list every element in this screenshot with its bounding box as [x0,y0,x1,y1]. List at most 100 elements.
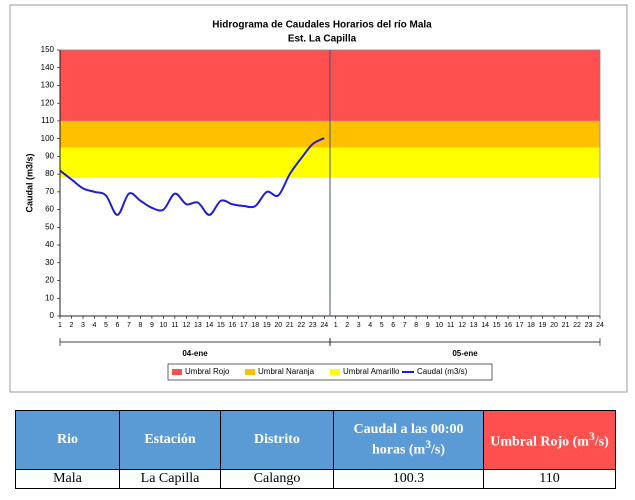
x-tick-label: 21 [286,322,294,329]
x-tick-label: 24 [320,322,328,329]
x-tick-label: 22 [573,322,581,329]
x-tick-label: 9 [426,322,430,329]
header-text: Umbral Rojo (m [490,434,589,450]
header-cell: Estación [119,410,221,470]
x-tick-label: 16 [504,322,512,329]
table-cell: La Capilla [119,469,221,489]
x-tick-label: 6 [391,322,395,329]
table-body: Mala La Capilla Calango 100.3 110 [15,469,616,489]
x-tick-label: 8 [138,322,142,329]
legend-swatch [172,369,182,375]
y-tick-label: 10 [45,293,54,302]
x-tick-label: 9 [150,322,154,329]
y-tick-label: 0 [50,311,55,320]
x-tick-label: 12 [458,322,466,329]
x-tick-label: 4 [93,322,97,329]
x-tick-label: 11 [171,322,178,329]
x-tick-label: 10 [435,322,443,329]
x-tick-label: 15 [493,322,501,329]
x-tick-label: 3 [357,322,361,329]
x-tick-label: 19 [263,322,271,329]
header-text: Estación [144,432,196,447]
y-tick-label: 120 [41,98,55,107]
table-header: Rio Estación Distrito Caudal a las 00:00 ho… [15,410,616,470]
legend-label: Umbral Rojo [185,367,230,376]
header-cell: Umbral Rojo (m3/s) [483,410,616,470]
group-label: 04-ene [182,349,208,358]
y-tick-label: 60 [45,205,54,214]
x-tick-label: 7 [127,322,131,329]
header-sup: 3 [588,429,595,443]
legend-label: Caudal (m3/s) [417,367,468,376]
header-text: Caudal a las 00:00 horas (m [353,421,464,458]
x-tick-label: 2 [345,322,349,329]
header-text: /s) [431,442,446,458]
y-tick-label: 110 [41,116,54,125]
x-tick-label: 15 [217,322,225,329]
x-tick-label: 10 [160,322,168,329]
x-tick-label: 16 [228,322,236,329]
x-tick-label: 7 [403,322,407,329]
y-tick-label: 30 [45,258,54,267]
legend-label: Umbral Naranja [258,367,315,376]
y-tick-label: 90 [45,152,54,161]
legend-swatch [245,369,255,375]
x-tick-label: 13 [194,322,202,329]
table-cell: 100.3 [333,469,484,489]
y-tick-label: 50 [45,222,54,231]
summary-table: Rio Estación Distrito Caudal a las 00:00 ho… [15,410,616,489]
group-label: 05-ene [452,349,478,358]
legend-swatch [330,369,340,375]
header-text: Distrito [254,432,300,447]
y-tick-label: 150 [41,45,55,54]
x-tick-label: 1 [58,322,62,329]
x-tick-label: 14 [205,322,213,329]
flow-line [59,137,325,216]
x-tick-label: 5 [104,322,108,329]
chart-subtitle: Est. La Capilla [288,34,357,45]
header-cell: Rio [15,410,120,470]
x-tick-label: 24 [596,322,604,329]
x-tick-label: 23 [585,322,593,329]
table-cell: Mala [15,469,120,489]
legend-label: Umbral Amarillo [343,367,400,376]
x-tick-label: 20 [274,322,282,329]
x-tick-label: 12 [182,322,190,329]
chart-title: Hidrograma de Caudales Horarios del río … [212,20,432,31]
table-row: Mala La Capilla Calango 100.3 110 [15,469,616,489]
table-cell: Calango [220,469,334,489]
y-axis-title: Caudal (m3/s) [24,153,34,212]
x-tick-label: 20 [550,322,558,329]
y-tick-label: 20 [45,276,54,285]
table-cell: 110 [483,469,616,489]
chart: Hidrograma de Caudales Horarios del río … [9,4,628,393]
x-tick-label: 6 [115,322,119,329]
x-tick-label: 3 [81,322,85,329]
x-tick-label: 13 [470,322,478,329]
x-tick-label: 22 [297,322,305,329]
x-tick-label: 23 [309,322,317,329]
x-tick-label: 17 [516,322,524,329]
y-tick-label: 40 [45,240,54,249]
x-tick-label: 17 [240,322,248,329]
y-tick-label: 80 [45,169,54,178]
x-tick-label: 19 [539,322,547,329]
y-tick-label: 100 [41,134,55,143]
x-tick-label: 18 [527,322,535,329]
x-tick-label: 8 [414,322,418,329]
y-tick-label: 70 [45,187,54,196]
x-tick-label: 11 [447,322,454,329]
x-tick-label: 2 [70,322,74,329]
x-tick-label: 14 [481,322,489,329]
x-tick-label: 18 [251,322,259,329]
y-tick-label: 130 [41,81,55,90]
header-cell: Distrito [220,410,334,470]
x-tick-label: 5 [380,322,384,329]
x-tick-label: 21 [562,322,570,329]
header-sup: 3 [425,437,432,451]
y-tick-label: 140 [41,63,55,72]
header-cell: Caudal a las 00:00 horas (m3/s) [333,410,484,470]
x-tick-label: 1 [334,322,338,329]
header-text: /s) [594,434,609,450]
